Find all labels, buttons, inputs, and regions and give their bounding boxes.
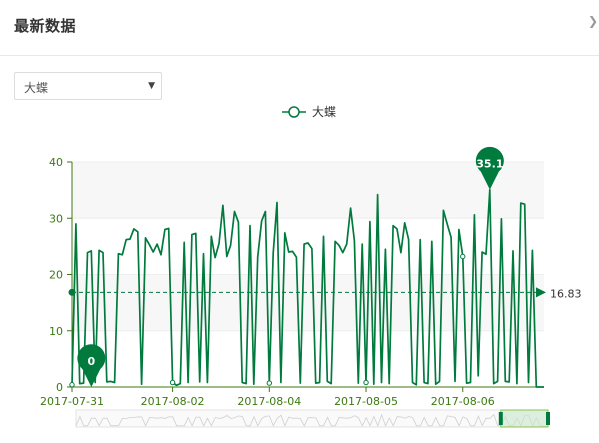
zoom-window[interactable] <box>500 409 549 428</box>
x-tick-label: 2017-07-31 <box>40 395 104 408</box>
min-pin <box>77 344 106 387</box>
close-icon[interactable]: ❯ <box>588 14 599 28</box>
legend-label: 大蝶 <box>312 104 336 119</box>
y-tick-label: 40 <box>49 156 63 169</box>
series-line <box>71 188 544 388</box>
data-point[interactable] <box>363 379 369 386</box>
data-point[interactable] <box>266 380 273 386</box>
zoom-preview-line <box>75 413 548 427</box>
zoom-handle-left[interactable] <box>498 412 503 425</box>
min-pin-label: 0 <box>88 355 96 368</box>
series-select-value: 大蝶 <box>24 81 49 95</box>
data-point[interactable] <box>69 382 75 388</box>
legend-marker <box>288 106 300 118</box>
max-pin <box>475 146 504 190</box>
series-select[interactable]: 大蝶 ▼ <box>14 72 162 100</box>
x-tick-label: 2017-08-02 <box>141 395 205 408</box>
average-label: 16.83 <box>550 287 582 300</box>
dropdown-arrow-icon: ▼ <box>148 81 155 91</box>
data-point[interactable] <box>460 253 466 260</box>
y-tick-label: 20 <box>49 269 63 282</box>
panel-header: 最新数据 ❯ <box>0 0 599 56</box>
average-line-arrow <box>536 287 546 298</box>
panel-title: 最新数据 <box>14 17 77 35</box>
x-tick-label: 2017-08-06 <box>431 395 495 408</box>
y-tick-label: 30 <box>49 212 63 225</box>
line-chart: 大蝶 0 10 20 30 40 2017-07-31 2017-08-02 2017-08-0… <box>40 104 582 428</box>
zoom-handle-right[interactable] <box>546 412 550 425</box>
grid-band <box>72 162 544 219</box>
y-tick-label: 0 <box>56 381 63 394</box>
x-tick-label: 2017-08-04 <box>237 395 301 408</box>
y-tick-label: 10 <box>49 325 63 338</box>
data-point[interactable] <box>169 379 176 386</box>
max-pin-label: 35.1 <box>476 158 503 171</box>
x-tick-label: 2017-08-05 <box>334 395 398 408</box>
